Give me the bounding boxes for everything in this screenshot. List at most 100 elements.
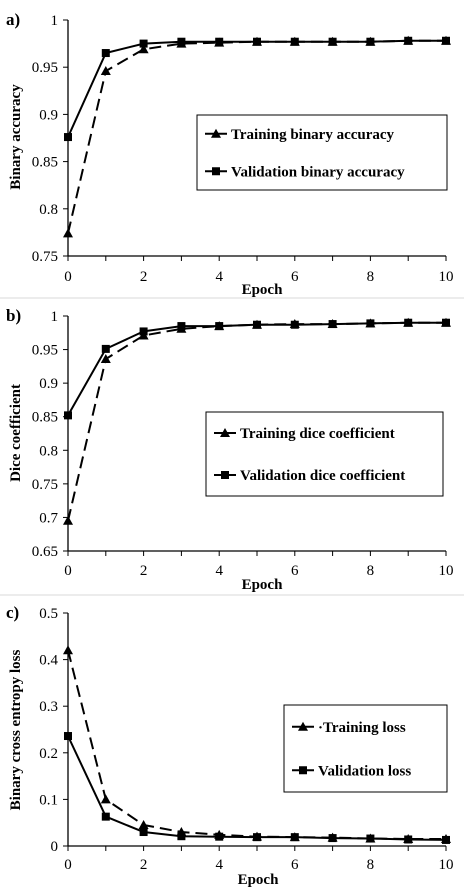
y-tick-label: 1 (51, 13, 59, 29)
validation-point (404, 36, 413, 45)
x-axis-title: Epoch (238, 872, 280, 888)
y-axis-title: Binary cross entropy loss (8, 649, 24, 810)
validation-point (253, 37, 261, 46)
x-tick-label: 6 (291, 857, 299, 873)
validation-point (404, 318, 413, 327)
x-tick-label: 8 (367, 269, 375, 285)
x-tick-label: 6 (291, 269, 299, 285)
y-tick-label: 0.65 (32, 544, 58, 560)
validation-point (442, 36, 450, 45)
validation-point (139, 39, 148, 48)
x-tick-label: 4 (215, 857, 223, 873)
legend-box (205, 411, 444, 497)
legend-label: ·Training loss (318, 720, 406, 736)
x-tick-label: 4 (215, 563, 223, 579)
validation-point (442, 835, 450, 844)
legend-box (196, 114, 448, 191)
validation-point (366, 834, 375, 843)
x-tick-label: 8 (367, 857, 375, 873)
validation-point (64, 133, 72, 142)
training-point (100, 353, 111, 363)
legend-label: Validation dice coefficient (240, 468, 405, 484)
series-line-validation (67, 321, 446, 416)
x-tick-label: 4 (215, 269, 223, 285)
validation-point (328, 320, 337, 329)
legend-box (283, 704, 448, 793)
y-tick-label: 0.75 (32, 477, 58, 493)
training-point (100, 794, 111, 804)
validation-point (215, 37, 224, 46)
legend: ·Training loss Validation loss (283, 704, 448, 793)
legend-label: Validation binary accuracy (231, 164, 405, 180)
y-tick-label: 0 (51, 839, 59, 855)
legend-label: Training dice coefficient (240, 426, 395, 442)
y-tick-label: 0.5 (39, 606, 58, 622)
validation-point (139, 828, 148, 837)
validation-point (366, 37, 375, 46)
legend-label: Validation loss (318, 763, 411, 779)
validation-point (101, 344, 110, 353)
legend-triangle-icon (298, 721, 308, 731)
x-axis-title: Epoch (242, 282, 284, 298)
validation-point (64, 411, 72, 420)
y-tick-label: 1 (51, 309, 59, 325)
validation-point (177, 832, 186, 841)
x-tick-label: 6 (291, 563, 299, 579)
y-tick-label: 0.75 (32, 249, 58, 265)
legend-square-icon (212, 167, 220, 176)
validation-point (290, 37, 299, 46)
x-tick-label: 2 (140, 563, 148, 579)
y-tick-label: 0.8 (39, 443, 58, 459)
validation-point (366, 319, 375, 328)
panel-label: c) (6, 603, 19, 622)
legend: Training dice coefficient Validation dice… (205, 411, 444, 497)
validation-point (328, 37, 337, 46)
validation-point (253, 320, 261, 329)
validation-point (177, 37, 186, 46)
training-point (63, 228, 73, 238)
x-tick-label: 10 (439, 563, 454, 579)
legend-square-icon (299, 766, 307, 775)
x-tick-label: 2 (140, 269, 148, 285)
y-tick-label: 0.2 (39, 746, 58, 762)
validation-point (215, 322, 224, 331)
y-axis-title: Dice coefficient (8, 384, 24, 482)
training-point (138, 820, 149, 830)
chart-panel-3: c) 0 0.1 0.2 0.3 0.4 0.5 0 2 4 6 8 10 Epoch Binary cro… (6, 603, 454, 888)
validation-point (101, 49, 110, 58)
validation-point (290, 320, 299, 329)
x-tick-label: 10 (439, 857, 454, 873)
legend-triangle-icon (220, 428, 230, 437)
validation-point (215, 832, 224, 841)
y-tick-label: 0.9 (39, 376, 58, 392)
legend-square-icon (221, 471, 229, 479)
y-tick-label: 0.8 (39, 202, 58, 218)
x-tick-label: 10 (439, 269, 454, 285)
x-tick-label: 0 (64, 857, 72, 873)
y-tick-label: 0.95 (32, 343, 58, 359)
x-tick-label: 2 (140, 857, 148, 873)
validation-point (328, 834, 337, 843)
y-tick-label: 0.3 (39, 699, 58, 715)
panel-label: b) (6, 306, 21, 325)
y-tick-label: 0.85 (32, 410, 58, 426)
x-axis-title: Epoch (242, 577, 284, 593)
validation-point (64, 732, 72, 741)
y-tick-label: 0.4 (39, 653, 58, 669)
y-tick-label: 0.7 (39, 510, 58, 526)
panel-label: a) (6, 10, 20, 29)
validation-point (177, 322, 186, 331)
legend-label: Training binary accuracy (231, 127, 395, 143)
y-tick-label: 0.95 (32, 60, 58, 76)
y-tick-label: 0.85 (32, 155, 58, 171)
validation-point (442, 318, 450, 327)
legend-triangle-icon (211, 128, 221, 138)
y-tick-label: 0.9 (39, 107, 58, 123)
x-tick-label: 8 (367, 563, 375, 579)
validation-point (290, 833, 299, 842)
validation-point (139, 327, 148, 336)
training-point (138, 44, 149, 54)
